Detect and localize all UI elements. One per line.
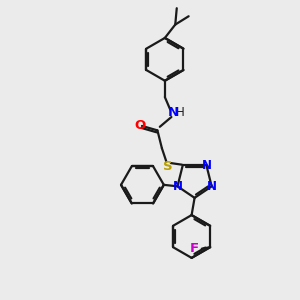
Text: N: N — [201, 159, 212, 172]
Text: N: N — [168, 106, 179, 119]
Text: S: S — [163, 160, 172, 172]
Text: O: O — [134, 119, 145, 132]
Text: N: N — [172, 180, 182, 193]
Text: F: F — [190, 242, 199, 255]
Text: H: H — [176, 106, 185, 119]
Text: N: N — [207, 180, 217, 193]
